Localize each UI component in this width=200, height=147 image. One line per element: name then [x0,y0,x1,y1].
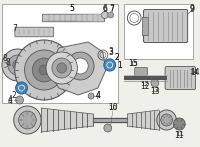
Polygon shape [70,111,76,129]
Circle shape [107,62,113,68]
Polygon shape [51,42,106,95]
Text: 2: 2 [114,52,119,61]
Text: 4: 4 [96,91,100,101]
FancyBboxPatch shape [135,67,147,76]
Text: 11: 11 [175,131,184,137]
Text: 13: 13 [150,86,160,96]
Polygon shape [58,110,64,130]
Text: 5: 5 [69,4,74,12]
Circle shape [8,55,27,75]
Text: 13: 13 [150,87,159,93]
Polygon shape [41,108,47,132]
Text: 9: 9 [190,4,194,12]
Text: 10: 10 [108,103,117,112]
Circle shape [2,49,33,81]
Text: 3: 3 [108,47,113,56]
Text: 1: 1 [117,61,122,70]
FancyBboxPatch shape [42,14,105,22]
Text: 8: 8 [5,57,10,66]
Polygon shape [136,112,141,128]
Text: 15: 15 [129,61,138,67]
Bar [2,4,118,103]
Text: 2: 2 [114,52,119,61]
Circle shape [173,118,185,130]
Text: 6: 6 [102,4,107,12]
Polygon shape [64,111,70,129]
Circle shape [19,111,36,129]
Circle shape [108,12,114,18]
Text: 7: 7 [12,24,17,32]
Polygon shape [87,113,93,127]
Text: 4: 4 [7,96,12,106]
Polygon shape [150,111,154,129]
Circle shape [32,58,56,82]
Polygon shape [82,113,87,127]
Circle shape [39,65,49,75]
Text: 10: 10 [108,105,117,111]
Bar [142,17,148,35]
FancyBboxPatch shape [144,10,188,42]
Bar [124,4,193,59]
Text: 9: 9 [190,5,194,14]
Text: 12: 12 [141,81,149,87]
Text: 12: 12 [140,81,150,91]
Circle shape [15,40,73,100]
Text: 4: 4 [96,91,100,101]
Circle shape [16,96,24,104]
Polygon shape [47,109,53,131]
Text: 7: 7 [109,5,114,14]
Text: 5: 5 [69,4,74,12]
Circle shape [73,58,88,74]
Circle shape [19,85,24,91]
Circle shape [151,79,159,87]
FancyBboxPatch shape [165,66,195,90]
Circle shape [57,63,67,73]
Circle shape [16,82,27,94]
Text: 8: 8 [3,54,7,62]
Circle shape [88,93,94,99]
Text: 14: 14 [190,69,198,75]
FancyBboxPatch shape [15,27,54,37]
Circle shape [52,58,72,78]
Circle shape [161,114,172,126]
Circle shape [67,52,94,80]
Text: 6: 6 [102,5,107,14]
Circle shape [101,11,108,19]
Circle shape [104,59,116,71]
Circle shape [24,50,64,90]
Circle shape [46,52,77,84]
Polygon shape [145,111,150,129]
Circle shape [104,124,112,132]
Polygon shape [141,112,145,128]
Circle shape [13,60,23,70]
Text: 1: 1 [117,61,122,70]
Text: 15: 15 [128,59,138,67]
Polygon shape [132,113,136,127]
Circle shape [14,106,41,134]
Text: 2: 2 [11,91,16,101]
Text: 3: 3 [108,46,113,56]
Polygon shape [154,110,159,130]
Polygon shape [53,109,58,131]
Text: 11: 11 [175,131,184,140]
Polygon shape [127,113,132,127]
Polygon shape [76,112,82,128]
Circle shape [157,110,176,130]
Text: 4: 4 [7,96,12,105]
Text: 14: 14 [190,67,200,76]
Text: 7: 7 [109,4,114,12]
